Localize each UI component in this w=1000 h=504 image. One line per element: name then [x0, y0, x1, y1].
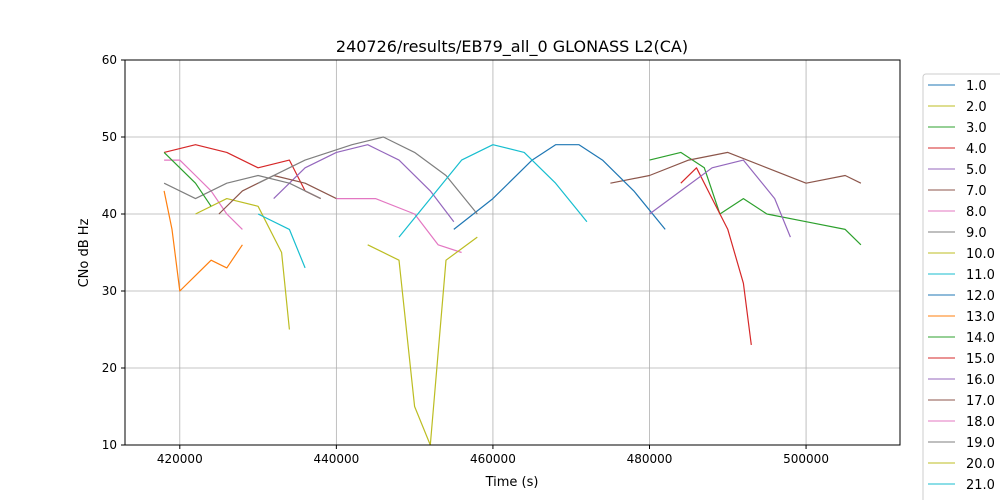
legend-label: 8.0 — [966, 205, 987, 220]
y-axis-label: CNo dB Hz — [77, 218, 92, 287]
legend-label: 1.0 — [966, 79, 987, 94]
legend-label: 3.0 — [966, 121, 987, 136]
x-tick-label: 460000 — [470, 452, 516, 466]
x-tick-label: 420000 — [157, 452, 203, 466]
grid — [125, 59, 900, 446]
legend-box — [922, 73, 1000, 504]
series-line — [195, 198, 290, 330]
series-line — [649, 159, 791, 238]
series-line — [163, 190, 243, 292]
legend-label: 17.0 — [966, 394, 995, 409]
legend-label: 20.0 — [966, 457, 995, 472]
series-line — [649, 151, 862, 246]
x-axis-label: Time (s) — [485, 475, 539, 490]
legend-label: 21.0 — [966, 478, 995, 493]
series-line — [257, 136, 478, 215]
legend-label: 14.0 — [966, 331, 995, 346]
series-line — [257, 213, 306, 269]
y-axis: 10 20 30 40 50 60 — [102, 53, 125, 452]
legend-label: 4.0 — [966, 142, 987, 157]
legend-label: 2.0 — [966, 100, 987, 115]
y-tick-label: 20 — [102, 361, 117, 375]
series-line — [367, 236, 478, 445]
plot-area — [163, 136, 862, 445]
legend-label: 11.0 — [966, 268, 995, 283]
legend-label: 18.0 — [966, 415, 995, 430]
series-line — [453, 144, 666, 230]
x-tick-label: 480000 — [627, 452, 673, 466]
legend-label: 15.0 — [966, 352, 995, 367]
legend-label: 9.0 — [966, 226, 987, 241]
legend-label: 19.0 — [966, 436, 995, 451]
y-tick-label: 50 — [102, 130, 117, 144]
series-line — [163, 151, 212, 207]
series-line — [610, 151, 862, 184]
legend-label: 16.0 — [966, 373, 995, 388]
y-tick-label: 10 — [102, 438, 117, 452]
series-line — [163, 174, 321, 200]
legend-label: 5.0 — [966, 163, 987, 178]
series-line — [336, 198, 462, 254]
y-tick-label: 60 — [102, 53, 117, 67]
legend-label: 7.0 — [966, 184, 987, 199]
series-line — [398, 144, 588, 238]
series-line — [273, 144, 455, 223]
series-line — [164, 159, 243, 230]
legend-label: 10.0 — [966, 247, 995, 262]
y-tick-label: 40 — [102, 207, 117, 221]
chart-title: 240726/results/EB79_all_0 GLONASS L2(CA) — [336, 37, 688, 57]
plot-frame — [124, 59, 901, 446]
x-tick-label: 440000 — [313, 452, 359, 466]
x-axis: 420000 440000 460000 480000 500000 — [157, 445, 829, 466]
series-line — [680, 167, 752, 345]
legend-label: 13.0 — [966, 310, 995, 325]
legend-label: 12.0 — [966, 289, 995, 304]
legend: 1.0 2.0 3.0 4.0 5.0 7.0 8.0 9.0 10.0 11.0 12.0 13.0… — [922, 73, 1000, 504]
x-tick-label: 500000 — [783, 452, 829, 466]
y-tick-label: 30 — [102, 284, 117, 298]
